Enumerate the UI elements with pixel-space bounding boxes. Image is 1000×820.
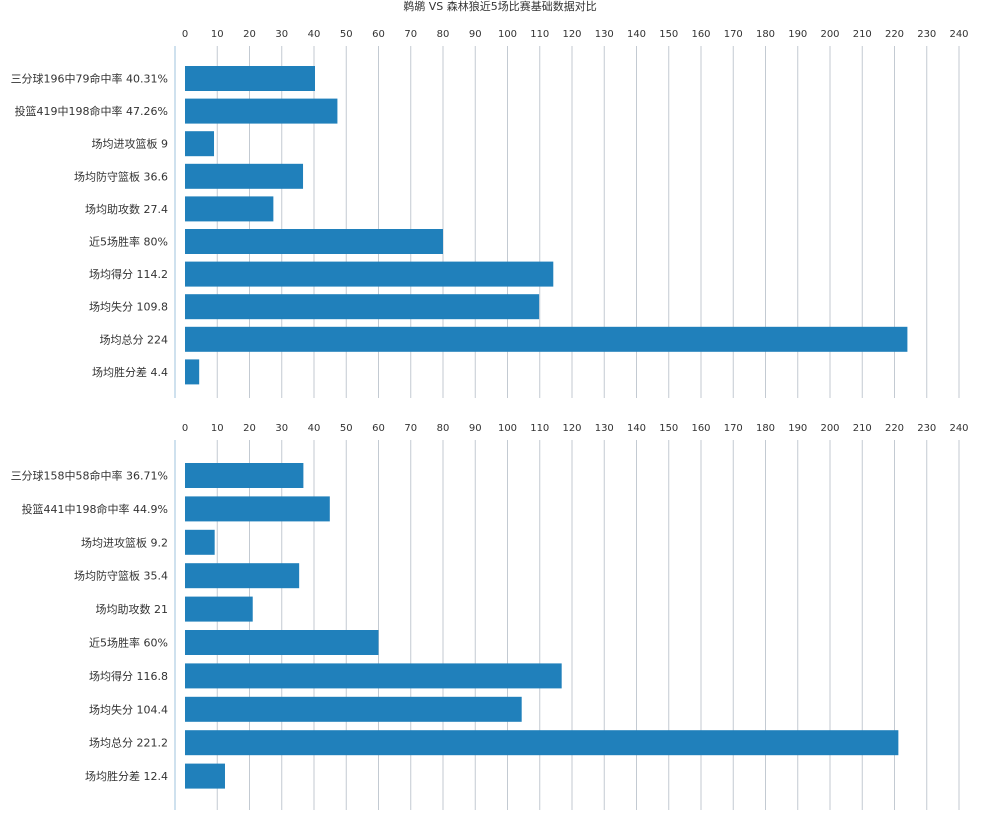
x-tick-label: 150 <box>659 423 678 434</box>
category-label: 场均胜分差 12.4 <box>85 769 168 783</box>
x-tick-label: 120 <box>562 423 581 434</box>
category-label: 近5场胜率 60% <box>89 636 168 650</box>
x-tick-label: 30 <box>275 29 288 40</box>
category-label: 场均助攻数 21 <box>96 602 169 616</box>
x-tick-label: 110 <box>530 423 549 434</box>
bar <box>185 163 304 189</box>
category-label: 场均防守篮板 35.4 <box>74 569 168 583</box>
category-label: 三分球158中58命中率 36.71% <box>11 469 168 483</box>
x-tick-label: 150 <box>659 29 678 40</box>
bar <box>185 229 443 254</box>
category-label: 场均失分 104.4 <box>89 702 168 716</box>
x-tick-label: 50 <box>340 29 353 40</box>
team-1-bar-chart: 0 10 20 30 40 50 60 70 80 90 100 110 120 130 140 150 160… <box>11 29 969 398</box>
x-tick-label: 90 <box>469 29 482 40</box>
x-tick-label: 220 <box>885 29 904 40</box>
bar <box>185 663 562 689</box>
category-label: 场均进攻篮板 9 <box>92 137 169 151</box>
x-tick-label: 60 <box>372 29 385 40</box>
x-tick-label: 10 <box>211 29 224 40</box>
x-tick-label: 20 <box>243 29 256 40</box>
bar <box>185 326 908 352</box>
x-tick-label: 100 <box>498 29 517 40</box>
category-label: 场均得分 114.2 <box>89 267 168 281</box>
bar <box>185 131 215 157</box>
bar <box>185 730 899 756</box>
team-2-bar-chart: 0 10 20 30 40 50 60 70 80 90 100 110 120 130 140 150 160… <box>11 423 969 810</box>
x-tick-label: 180 <box>756 29 775 40</box>
x-tick-label: 50 <box>340 423 353 434</box>
x-tick-label: 240 <box>949 423 968 434</box>
bar <box>185 66 315 91</box>
category-label: 场均失分 109.8 <box>89 300 168 314</box>
x-tick-label: 210 <box>853 423 872 434</box>
category-label: 场均得分 116.8 <box>89 669 168 683</box>
category-label: 投篮419中198命中率 47.26% <box>15 104 168 118</box>
bar <box>185 98 338 124</box>
category-label: 场均进攻篮板 9.2 <box>81 535 168 549</box>
category-label: 场均助攻数 27.4 <box>85 202 168 216</box>
x-tick-label: 130 <box>595 29 614 40</box>
x-tick-label: 70 <box>404 423 417 434</box>
x-tick-label: 100 <box>498 423 517 434</box>
bar <box>185 196 274 222</box>
x-tick-label: 230 <box>917 29 936 40</box>
x-tick-label: 120 <box>562 29 581 40</box>
x-tick-label: 140 <box>627 29 646 40</box>
x-tick-label: 170 <box>724 29 743 40</box>
category-label: 三分球196中79命中率 40.31% <box>11 72 168 86</box>
bar <box>185 563 300 589</box>
category-label: 场均总分 221.2 <box>89 736 168 750</box>
x-tick-label: 200 <box>820 423 839 434</box>
bar <box>185 696 522 722</box>
x-tick-label: 40 <box>308 29 321 40</box>
bar <box>185 496 330 522</box>
x-tick-label: 140 <box>627 423 646 434</box>
x-tick-label: 0 <box>182 423 188 434</box>
category-label: 投篮441中198命中率 44.9% <box>22 502 168 516</box>
x-tick-label: 110 <box>530 29 549 40</box>
x-tick-label: 210 <box>853 29 872 40</box>
bar <box>185 261 554 287</box>
category-label: 近5场胜率 80% <box>89 235 168 249</box>
x-tick-label: 90 <box>469 423 482 434</box>
category-label: 场均防守篮板 36.6 <box>74 169 168 183</box>
x-tick-label: 80 <box>437 29 450 40</box>
x-tick-label: 70 <box>404 29 417 40</box>
category-label: 场均总分 224 <box>100 332 169 346</box>
x-tick-label: 230 <box>917 423 936 434</box>
x-tick-label: 40 <box>308 423 321 434</box>
bar <box>185 763 225 789</box>
bar <box>185 529 215 555</box>
x-tick-label: 30 <box>275 423 288 434</box>
bar <box>185 294 540 320</box>
bar <box>185 359 200 385</box>
x-tick-label: 170 <box>724 423 743 434</box>
x-tick-label: 190 <box>788 423 807 434</box>
x-tick-label: 60 <box>372 423 385 434</box>
bar <box>185 630 379 655</box>
x-tick-label: 240 <box>949 29 968 40</box>
x-tick-label: 160 <box>691 423 710 434</box>
bar <box>185 463 304 488</box>
x-tick-label: 20 <box>243 423 256 434</box>
x-tick-label: 10 <box>211 423 224 434</box>
category-label: 场均胜分差 4.4 <box>92 365 168 379</box>
x-tick-label: 200 <box>820 29 839 40</box>
x-tick-label: 130 <box>595 423 614 434</box>
chart-title: 鹈鹕 VS 森林狼近5场比赛基础数据对比 <box>403 0 597 13</box>
x-tick-label: 160 <box>691 29 710 40</box>
x-tick-label: 190 <box>788 29 807 40</box>
x-tick-label: 80 <box>437 423 450 434</box>
x-tick-label: 0 <box>182 29 188 40</box>
x-tick-label: 220 <box>885 423 904 434</box>
bar <box>185 596 253 622</box>
x-tick-label: 180 <box>756 423 775 434</box>
